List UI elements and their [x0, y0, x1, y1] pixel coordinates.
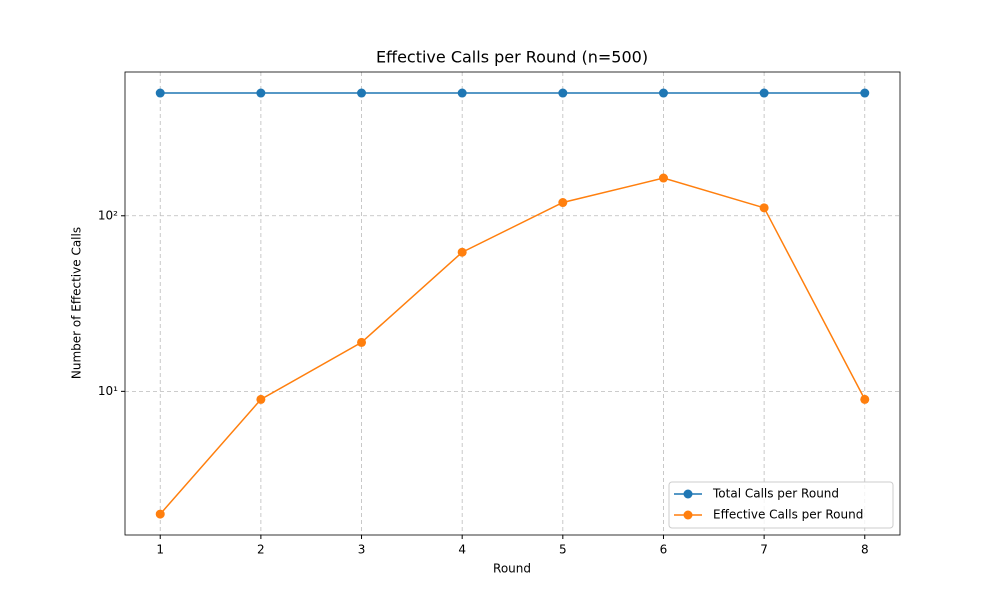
data-point — [357, 88, 367, 98]
x-tick-label: 8 — [861, 543, 869, 557]
y-axis-label: Number of Effective Calls — [70, 227, 84, 379]
legend-label: Total Calls per Round — [712, 487, 839, 501]
data-point — [357, 337, 367, 347]
x-tick-label: 6 — [660, 543, 668, 557]
legend: Total Calls per Round Effective Calls per… — [668, 481, 894, 529]
data-point — [759, 88, 769, 98]
data-point — [256, 394, 266, 404]
plot-frame — [124, 71, 901, 536]
data-point — [155, 88, 165, 98]
y-tick-label: 10² — [98, 208, 118, 222]
legend-box — [668, 481, 894, 529]
data-point — [860, 394, 870, 404]
legend-marker — [683, 489, 693, 499]
x-tick-label: 2 — [257, 543, 265, 557]
x-axis-label: Round — [493, 562, 531, 576]
data-point — [457, 247, 467, 257]
data-point — [457, 88, 467, 98]
x-tick-label: 5 — [559, 543, 567, 557]
data-point — [658, 88, 668, 98]
data-point — [558, 198, 568, 208]
y-tick-label: 10¹ — [98, 384, 118, 398]
x-tick-label: 3 — [358, 543, 366, 557]
legend-marker — [683, 510, 693, 520]
data-point — [155, 509, 165, 519]
data-point — [759, 203, 769, 213]
data-point — [658, 173, 668, 183]
x-tick-label: 1 — [156, 543, 164, 557]
legend-label: Effective Calls per Round — [713, 508, 863, 522]
x-tick-label: 7 — [760, 543, 768, 557]
data-point — [558, 88, 568, 98]
x-tick-label: 4 — [458, 543, 466, 557]
data-point — [860, 88, 870, 98]
data-point — [256, 88, 266, 98]
series-line — [159, 177, 866, 515]
chart-title: Effective Calls per Round (n=500) — [376, 48, 648, 67]
